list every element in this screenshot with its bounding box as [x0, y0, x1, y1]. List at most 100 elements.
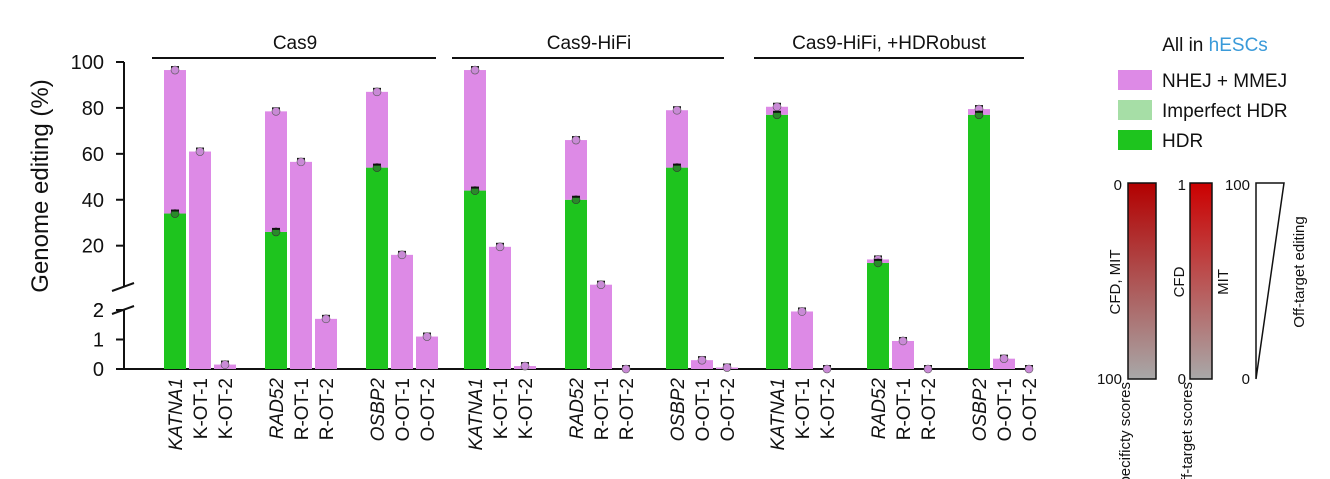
y-tick-label: 0 [93, 359, 104, 381]
legend-label: NHEJ + MMEJ [1162, 71, 1287, 92]
data-point [195, 147, 205, 156]
bar-nhej-mmej [590, 284, 612, 310]
bar-hdr [968, 310, 990, 369]
data-point [596, 280, 606, 290]
bar-nhej-mmej [489, 310, 511, 369]
bar-hdr [164, 213, 186, 310]
bar-hdr [666, 167, 688, 310]
bar-nhej-mmej [691, 360, 713, 369]
offtarget-colorbar-label-right: MIT [1215, 269, 1232, 295]
legend-swatch [1118, 100, 1152, 120]
category-label: R-OT-1 [292, 378, 313, 440]
category-label: O-OT-1 [995, 378, 1016, 441]
category-label: R-OT-2 [919, 378, 940, 440]
data-point [797, 307, 807, 316]
data-point [999, 354, 1009, 363]
offtarget-colorbar-label-left: CFD [1171, 266, 1188, 297]
offtarget-gradient [1189, 182, 1213, 380]
bar-hdr [867, 262, 889, 310]
wedge-top: 100 [1225, 177, 1250, 194]
y-tick-label: 60 [82, 144, 104, 166]
category-label: OSBP2 [668, 378, 689, 442]
category-label: RAD52 [567, 378, 588, 440]
category-label: K-OT-2 [216, 378, 237, 439]
bar-hdr [565, 199, 587, 310]
category-label: O-OT-2 [1020, 378, 1041, 441]
y-tick-label: 80 [82, 98, 104, 120]
legend-title-prefix: All in [1162, 35, 1203, 56]
offtarget-colorbar-top: 1 [1178, 177, 1186, 194]
category-label: RAD52 [869, 378, 890, 440]
data-point [220, 360, 230, 369]
bar-hdr [265, 231, 287, 310]
bar-nhej-mmej [791, 311, 813, 369]
data-point [372, 87, 382, 97]
legend: All in hESCs NHEJ + MMEJ Imperfect HDR HDR [1118, 35, 1288, 152]
data-point [822, 364, 832, 374]
bar-hdr [766, 310, 788, 369]
bar-hdr [464, 190, 486, 310]
data-point [520, 361, 530, 371]
offtarget-colorbar-caption: Off-target scores [1179, 382, 1196, 479]
data-point [898, 336, 908, 346]
wedge-shape [1255, 182, 1285, 380]
bar-nhej-mmej [290, 310, 312, 369]
group-label: Cas9-HiFi, +HDRobust [792, 33, 986, 54]
bars [164, 65, 1034, 374]
bar-nhej-mmej [164, 70, 186, 214]
category-label: K-OT-1 [793, 378, 814, 439]
data-point [470, 65, 480, 75]
y-axis-label: Genome editing (%) [27, 79, 54, 292]
data-point [772, 102, 782, 112]
offtarget-wedge: 100 0 Off-target editing [1225, 177, 1308, 388]
legend-label: HDR [1162, 131, 1203, 152]
specificity-colorbar-bottom: 100 [1097, 371, 1122, 388]
category-label: KATNA1 [768, 378, 789, 451]
data-point [722, 363, 732, 372]
data-point [697, 355, 707, 365]
y-tick-label: 2 [93, 300, 104, 322]
bar-hdr [366, 310, 388, 369]
bar-hdr [265, 310, 287, 369]
bar-nhej-mmej [366, 91, 388, 168]
y-tick-label: 1 [93, 330, 104, 352]
bar-nhej-mmej [892, 340, 914, 369]
bar-nhej-mmej [391, 254, 413, 310]
category-label: K-OT-2 [818, 378, 839, 439]
wedge-label: Off-target editing [1291, 216, 1308, 327]
category-label: KATNA1 [466, 378, 487, 451]
category-label: O-OT-1 [693, 378, 714, 441]
category-label: O-OT-2 [718, 378, 739, 441]
bar-nhej-mmej [993, 358, 1015, 369]
legend-swatch [1118, 130, 1152, 150]
data-point [170, 65, 180, 75]
category-label: R-OT-2 [617, 378, 638, 440]
bar-nhej-mmej [315, 318, 337, 369]
y-tick-label: 100 [71, 52, 104, 74]
specificity-gradient [1127, 182, 1157, 380]
category-label: K-OT-1 [491, 378, 512, 439]
y-tick-label: 20 [82, 236, 104, 258]
y-tick-label: 2 [93, 300, 104, 322]
bar-nhej-mmej [489, 246, 511, 310]
category-label: KATNA1 [166, 378, 187, 451]
bar-hdr [366, 167, 388, 310]
data-point [495, 242, 505, 252]
category-label: OSBP2 [368, 378, 389, 442]
bar-nhej-mmej [416, 336, 438, 369]
category-label: K-OT-2 [516, 378, 537, 439]
data-point [271, 107, 281, 116]
category-label: OSBP2 [970, 378, 991, 442]
bar-nhej-mmej [189, 310, 211, 369]
data-point [672, 105, 682, 115]
category-label: O-OT-1 [393, 378, 414, 441]
group-label: Cas9 [273, 33, 317, 54]
data-point [621, 364, 631, 374]
specificity-colorbar-caption: Specificty scores [1117, 382, 1134, 479]
y-axis [111, 62, 135, 369]
data-point [1024, 364, 1034, 374]
category-label: K-OT-1 [191, 378, 212, 439]
legend-title: All in hESCs [1162, 35, 1268, 56]
offtarget-colorbar: 1 0 CFD MIT Off-target scores [1171, 177, 1232, 479]
